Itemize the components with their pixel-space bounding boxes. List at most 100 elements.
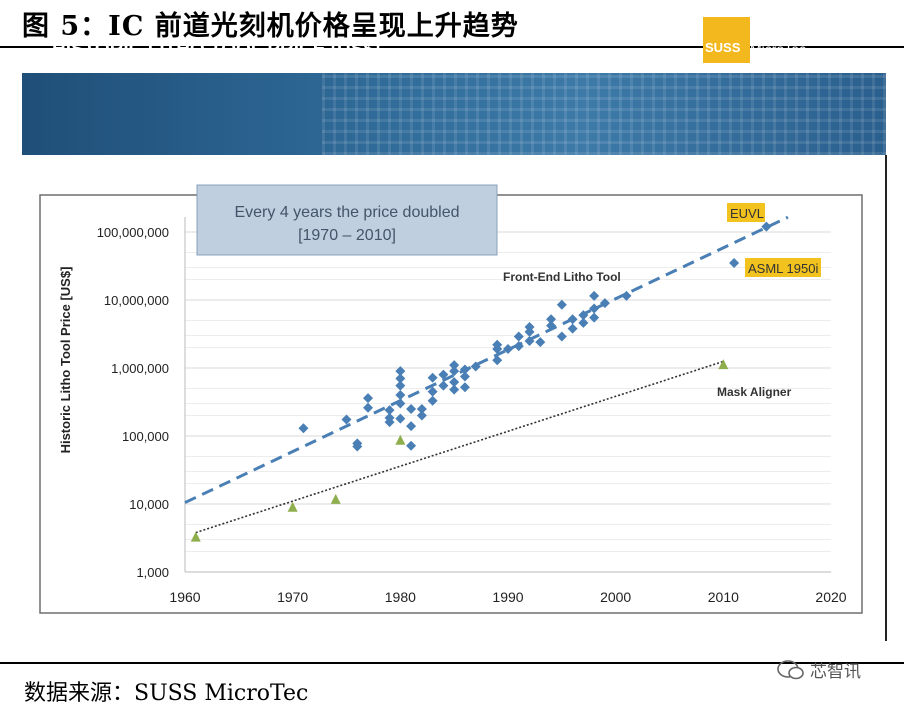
x-tick-label: 2000 [600,589,631,605]
annotation-box [196,184,498,256]
front-end-point [729,258,740,269]
tick-labels: 1,000 10,000 100,000 1,000,000 10,000,000 100… [97,225,847,605]
annotation-line1: Every 4 years the price doubled [234,204,459,221]
front-end-point [449,377,460,388]
front-end-point [438,369,449,380]
front-end-point [578,317,589,328]
front-end-point [395,366,406,377]
chart-banner [22,73,886,155]
front-end-point [395,413,406,424]
front-end-point [513,331,524,342]
x-tick-label: 1960 [169,589,200,605]
banner-wafer-pattern [322,73,886,155]
front-end-point [406,421,417,432]
front-end-point [395,390,406,401]
front-end-point [556,331,567,342]
logo-name: MicroTec [750,41,807,57]
y-tick-label: 10,000,000 [104,293,169,308]
watermark: 芯智讯 [776,654,876,684]
front-end-point [556,299,567,310]
x-tick-label: 1970 [277,589,308,605]
front-end-trendline [184,215,789,504]
front-end-point [341,414,352,425]
front-end-point [535,337,546,348]
front-end-point [406,440,417,451]
front-end-point [406,403,417,414]
y-tick-label: 1,000,000 [111,361,169,376]
mask-aligner-point [718,359,729,370]
front-end-point [761,221,772,232]
logo-brand: SUSS [705,40,741,55]
front-end-point [503,344,513,355]
y-tick-label: 10,000 [129,497,169,512]
front-end-point [492,355,503,366]
trendlines [184,215,789,534]
label-asml-highlight [745,258,821,277]
annotation-line2: [1970 – 2010] [298,227,396,244]
front-end-point [363,393,374,404]
title-rule [0,46,904,48]
front-end-point [384,405,395,416]
watermark-text: 芯智讯 [810,662,861,682]
front-end-point [524,335,535,346]
mask-aligner-point [395,434,406,445]
front-end-point [546,314,557,325]
front-end-point [589,303,600,314]
front-end-point [470,361,481,372]
front-end-point [589,290,600,301]
x-tick-label: 1980 [385,589,416,605]
banner-title: HISTORIC LITHO TOOL PRICE [US$] [52,39,381,60]
front-end-point [492,339,503,350]
front-end-point [459,382,470,393]
mask-aligner-trendline [195,360,724,534]
source-note: 数据来源：SUSS MicroTec [24,681,309,706]
panel-edge [885,155,887,641]
front-end-point [395,380,406,391]
front-end-point [416,403,427,414]
y-tick-label: 100,000,000 [97,225,169,240]
x-tick-label: 1990 [492,589,523,605]
front-end-point [384,417,395,428]
x-tick-label: 2020 [815,589,846,605]
y-tick-label: 1,000 [136,565,169,580]
front-end-point [513,341,524,352]
front-end-point [395,398,406,409]
front-end-point [427,386,438,397]
front-end-point [363,402,374,413]
source-rule [0,662,904,664]
front-end-point [459,364,470,375]
mask-aligner-point [330,493,341,504]
label-euvl: EUVL [730,206,764,221]
y-axis-label: Historic Litho Tool Price [US$] [58,267,73,454]
x-tick-label: 2010 [708,589,739,605]
front-end-point [449,366,460,377]
front-end-point [589,312,600,323]
figure-title: 图 5：IC 前道光刻机价格呈现上升趋势 [22,11,519,42]
front-end-point [427,372,438,383]
label-euvl-highlight [727,203,765,222]
front-end-point [567,323,578,334]
front-end-point [578,310,589,321]
mask-aligner-point [287,501,298,512]
front-end-point [621,290,632,301]
front-end-point [352,438,363,449]
y-tick-label: 100,000 [122,429,169,444]
front-end-point [427,395,438,406]
front-end-point [438,380,449,391]
label-mask-aligner: Mask Aligner [717,385,792,399]
label-asml: ASML 1950i [748,261,818,276]
front-end-point [416,410,427,421]
wechat-icon [777,660,804,680]
front-end-point [599,298,610,309]
data-points [190,221,772,542]
front-end-point [449,360,460,371]
front-end-point [546,320,557,331]
front-end-point [567,314,578,325]
front-end-point [298,423,309,434]
front-end-point [449,384,460,395]
front-end-point [395,373,406,384]
mask-aligner-point [190,531,201,542]
front-end-point [524,322,535,333]
label-front-end: Front-End Litho Tool [503,270,621,284]
